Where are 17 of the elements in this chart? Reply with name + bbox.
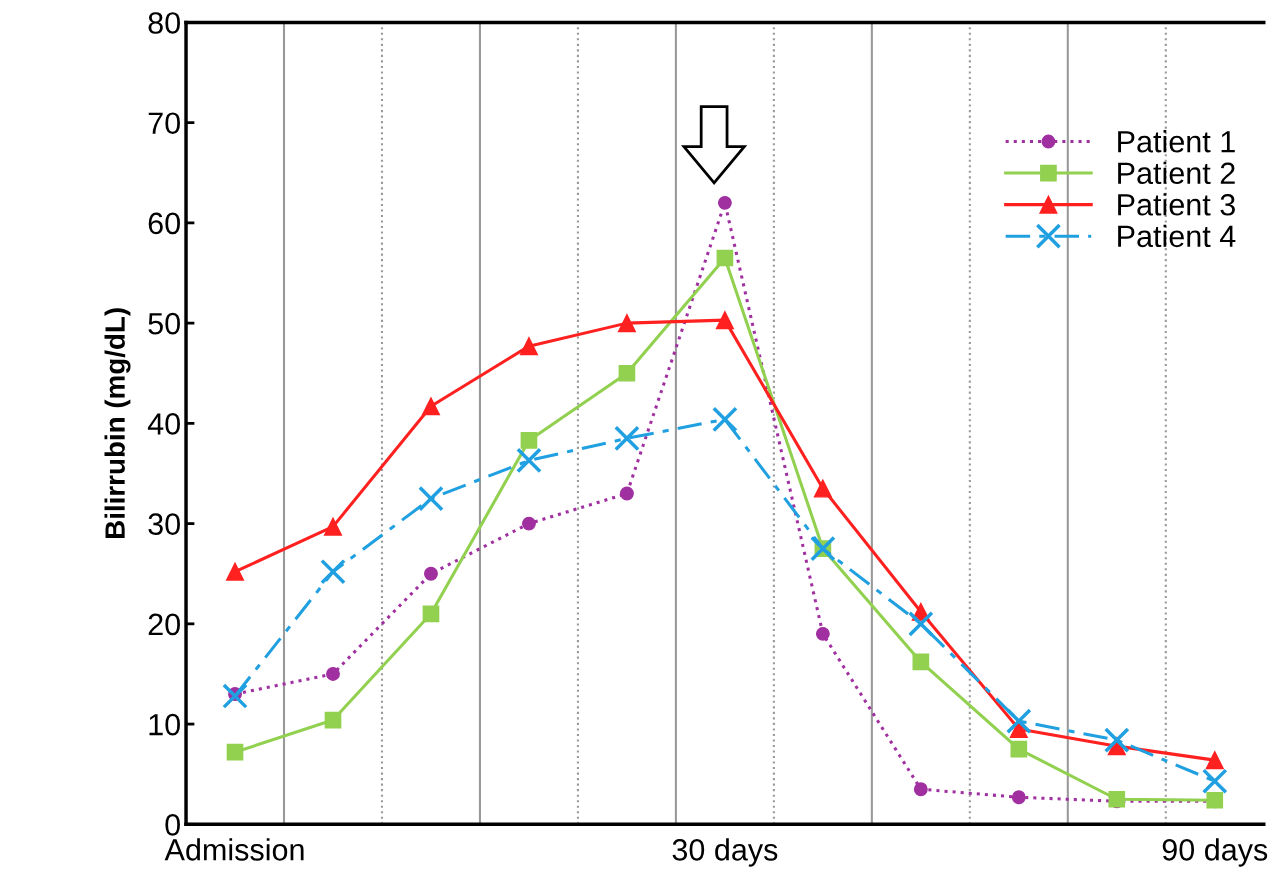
y-tick-label: 60 [148, 212, 180, 235]
y-tick-label: 10 [149, 713, 180, 736]
legend-label: Patient 2 [1118, 161, 1235, 185]
y-tick-label: 70 [148, 112, 180, 135]
legend-label: Patient 1 [1118, 130, 1235, 153]
legend-label: Patient 4 [1118, 224, 1236, 248]
x-tick-label: 30 days [672, 838, 778, 867]
y-tick-label: 80 [148, 12, 180, 34]
y-tick-label: 0 [165, 814, 180, 836]
y-tick-label: 30 [148, 513, 180, 535]
y-axis-title: Bilirrubin (mg/dL) [104, 308, 131, 538]
legend-label: Patient 3 [1118, 193, 1235, 216]
y-tick-label: 40 [147, 413, 180, 435]
x-tick-label: Admission [164, 838, 304, 861]
x-tick-label: 90 days [1162, 838, 1268, 867]
y-tick-label: 20 [148, 613, 180, 636]
y-tick-label: 50 [148, 312, 180, 335]
